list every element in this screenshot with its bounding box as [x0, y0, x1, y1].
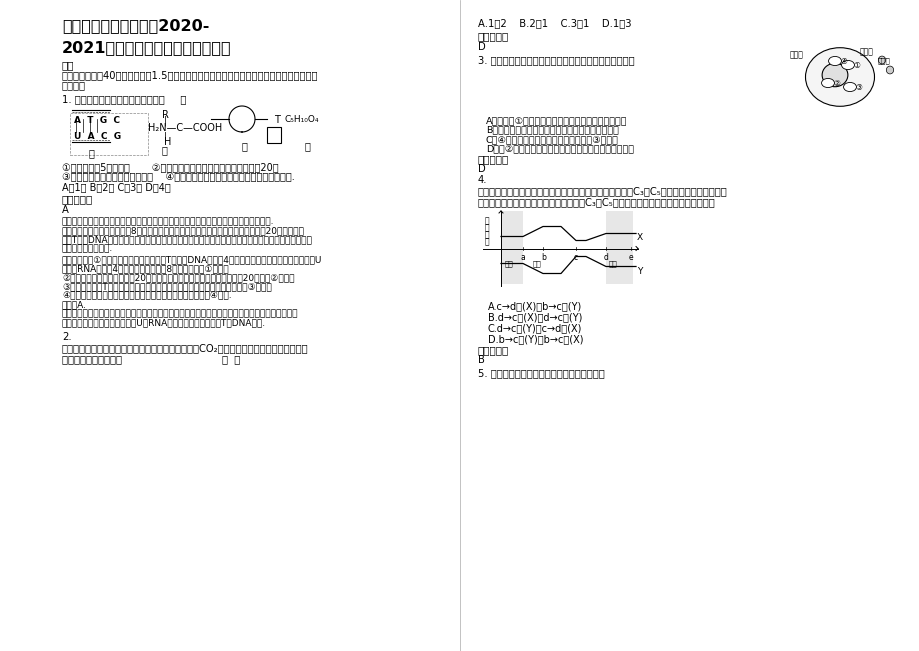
- Text: 3. 右图为吞噬细胞杀灭细菌的示意图，有关叙述正确的是: 3. 右图为吞噬细胞杀灭细菌的示意图，有关叙述正确的是: [478, 55, 634, 65]
- Text: A: A: [62, 205, 69, 215]
- Text: 所消耗的葡萄糖之比为                                （  ）: 所消耗的葡萄糖之比为 （ ）: [62, 354, 240, 364]
- Text: ②: ②: [832, 79, 839, 88]
- Text: 故选：A.: 故选：A.: [62, 300, 87, 309]
- Text: |: |: [164, 131, 167, 141]
- Text: 黑暗: 黑暗: [608, 260, 617, 267]
- Text: 溶酶体: 溶酶体: [859, 47, 873, 56]
- Bar: [267, 127, 280, 143]
- Text: 参考答案：: 参考答案：: [478, 154, 509, 164]
- Text: 量: 量: [484, 237, 489, 246]
- Text: 酵母菌在有氧的条件和无氧条件下如果产生了等量的CO₂，那么它分别在有氧和无氧情况下: 酵母菌在有氧的条件和无氧条件下如果产生了等量的CO₂，那么它分别在有氧和无氧情况…: [62, 343, 308, 353]
- Text: 甲: 甲: [89, 148, 95, 158]
- Text: C．④中物质合成受细胞核控制，需要在③中加工: C．④中物质合成受细胞核控制，需要在③中加工: [485, 135, 618, 144]
- Text: ②图乙表示氨基酸，种类大约20种，但组成人体各种蛋白质不一定都含有20种，故②错误；: ②图乙表示氨基酸，种类大约20种，但组成人体各种蛋白质不一定都含有20种，故②错…: [62, 273, 294, 282]
- Text: 物: 物: [484, 216, 489, 225]
- Text: 一、: 一、: [62, 60, 74, 70]
- Text: 2.: 2.: [62, 332, 72, 342]
- Text: |: |: [164, 116, 167, 126]
- Text: a: a: [520, 253, 525, 262]
- Text: 【解答】解：①图甲中上面一条链含有碱基T，表示DNA，含有4种脱氧核苷酸，下面一条链含有碱基U: 【解答】解：①图甲中上面一条链含有碱基T，表示DNA，含有4种脱氧核苷酸，下面一…: [62, 255, 322, 264]
- Text: 细胞膜: 细胞膜: [789, 50, 803, 59]
- Text: c: c: [573, 253, 577, 262]
- Text: ④丁表示二糖，松鼠体细胞内为乳糖，蔗糖属于植物二糖，故④错误.: ④丁表示二糖，松鼠体细胞内为乳糖，蔗糖属于植物二糖，故④错误.: [62, 291, 232, 300]
- Text: 参考答案：: 参考答案：: [478, 345, 509, 355]
- Text: C₅H₁₀O₄: C₅H₁₀O₄: [285, 115, 319, 124]
- Text: 丙: 丙: [242, 141, 247, 151]
- Text: B.d→c段(X)，d→c段(Y): B.d→c段(X)，d→c段(Y): [487, 312, 582, 322]
- Text: b: b: [540, 253, 545, 262]
- Text: A.1：2    B.2：1    C.3：1    D.1：3: A.1：2 B.2：1 C.3：1 D.1：3: [478, 18, 630, 28]
- Ellipse shape: [878, 56, 885, 64]
- Circle shape: [841, 61, 854, 70]
- Text: 5. 下列各种遗传现象中，不属于性状分离的是: 5. 下列各种遗传现象中，不属于性状分离的是: [478, 368, 604, 378]
- Text: 1. 观察四幅图，叙述正确的说法有（     ）: 1. 观察四幅图，叙述正确的说法有（ ）: [62, 94, 187, 104]
- Text: ④: ④: [839, 57, 846, 66]
- Text: A．图中的①表示细胞免疫中溶酶体内水解酶分解细菌: A．图中的①表示细胞免疫中溶酶体内水解酶分解细菌: [485, 116, 627, 125]
- Text: 【分析】甲图中转录过程，有8种核苷酸；乙是氨基酸，构成人体的蛋白质的氨基酸约20种；丙的碱: 【分析】甲图中转录过程，有8种核苷酸；乙是氨基酸，构成人体的蛋白质的氨基酸约20…: [62, 226, 304, 235]
- Text: ③组成丙化合物的单糖是脱氧核糖    ④松鼠体细胞内检测到的化合物丁很可能是蔗糖.: ③组成丙化合物的单糖是脱氧核糖 ④松鼠体细胞内检测到的化合物丁很可能是蔗糖.: [62, 172, 294, 182]
- Text: 4.: 4.: [478, 175, 487, 185]
- Text: 黑暗: 黑暗: [505, 260, 513, 267]
- Text: ①: ①: [852, 61, 859, 70]
- Ellipse shape: [805, 48, 874, 106]
- Text: 参考答案：: 参考答案：: [62, 194, 93, 204]
- Text: 如图表示在夏季的一个晴天，某阳生植物细胞光合作用过程C₃、C₅的含量变化，若某一天中: 如图表示在夏季的一个晴天，某阳生植物细胞光合作用过程C₃、C₅的含量变化，若某一…: [478, 186, 727, 196]
- Text: 光照: 光照: [532, 260, 541, 267]
- Text: d: d: [604, 253, 608, 262]
- Text: ，表示RNA，含有4种核糖核苷酸，共有8种核苷酸，故①错误；: ，表示RNA，含有4种核糖核苷酸，共有8种核苷酸，故①错误；: [62, 264, 230, 273]
- Text: 湖北省荆州市将台中学2020-: 湖北省荆州市将台中学2020-: [62, 18, 210, 33]
- Text: 丁: 丁: [305, 141, 311, 151]
- Text: T: T: [274, 115, 279, 125]
- Text: 乙: 乙: [162, 145, 167, 155]
- Text: ①图甲中共有5种核苷酸       ②组成人体各种蛋白质的化合物乙都约为20种: ①图甲中共有5种核苷酸 ②组成人体各种蛋白质的化合物乙都约为20种: [62, 162, 278, 172]
- Text: 基是T，为DNA分子特有的碱基，所以五碳糖为脱氧核糖；丁表示的是二糖，在动物体内为乳糖，植物: 基是T，为DNA分子特有的碱基，所以五碳糖为脱氧核糖；丁表示的是二糖，在动物体内…: [62, 235, 312, 244]
- Text: D: D: [478, 164, 485, 174]
- Text: Y: Y: [636, 266, 641, 275]
- Text: U  A  C  G: U A C G: [74, 132, 121, 141]
- Text: A  T  G  C: A T G C: [74, 116, 119, 125]
- Bar: [501, 211, 522, 284]
- Text: 参考答案：: 参考答案：: [478, 31, 509, 41]
- Bar: [522, 211, 606, 284]
- Text: 【点评】本题考查核酸、蛋白质和二糖的相关知识，意在考查学生的识图和判断能力，解题的关键是: 【点评】本题考查核酸、蛋白质和二糖的相关知识，意在考查学生的识图和判断能力，解题…: [62, 309, 298, 318]
- Text: B: B: [478, 355, 484, 365]
- Text: H₂N—C—COOH: H₂N—C—COOH: [148, 123, 222, 133]
- Text: ③丙中含有碱基T，表示脱氧核苷酸，则组成丙化合物的单糖是脱氧核糖，故③正确；: ③丙中含有碱基T，表示脱氧核苷酸，则组成丙化合物的单糖是脱氧核糖，故③正确；: [62, 282, 271, 291]
- Text: H: H: [164, 137, 171, 147]
- Text: e: e: [629, 253, 633, 262]
- Text: D.b→c段(Y)，b→c段(X): D.b→c段(Y)，b→c段(X): [487, 334, 583, 344]
- Circle shape: [821, 78, 834, 87]
- Text: 2021学年高三生物模拟试题含解析: 2021学年高三生物模拟试题含解析: [62, 40, 232, 55]
- Text: A．1种 B．2种 C．3种 D．4种: A．1种 B．2种 C．3种 D．4种: [62, 182, 171, 192]
- Text: B．吞噬过程说明细胞膜的结构特点具有选择透过性: B．吞噬过程说明细胞膜的结构特点具有选择透过性: [485, 126, 618, 135]
- Text: A.c→d段(X)，b→c段(Y): A.c→d段(X)，b→c段(Y): [487, 301, 582, 311]
- Text: 体内为麦芽糖和蔗糖.: 体内为麦芽糖和蔗糖.: [62, 244, 113, 253]
- Text: 【考点】核酸的基本组成单位；氨基酸的分子结构特点和通式；糖类的种类和作用的综合.: 【考点】核酸的基本组成单位；氨基酸的分子结构特点和通式；糖类的种类和作用的综合.: [62, 217, 274, 226]
- Text: 午天气由晴阳高照转为阴天，此时细胞中C₃、C₅含量的变化分别相当于曲线中的哪一段: 午天气由晴阳高照转为阴天，此时细胞中C₃、C₅含量的变化分别相当于曲线中的哪一段: [478, 197, 715, 207]
- Text: 质: 质: [484, 223, 489, 232]
- Text: 细胞膜: 细胞膜: [877, 57, 890, 64]
- Circle shape: [828, 57, 841, 66]
- Text: 含: 含: [484, 230, 489, 239]
- Text: ③: ③: [854, 83, 861, 92]
- Text: C.d→c段(Y)，c→d段(X): C.d→c段(Y)，c→d段(X): [487, 323, 582, 333]
- Text: D: D: [478, 42, 485, 52]
- Bar: [606, 211, 632, 284]
- Text: 求的。）: 求的。）: [62, 80, 85, 90]
- Ellipse shape: [822, 63, 847, 87]
- Text: 选择题（本题共40小题，每小题1.5分。在每小题给出的四个选项中，只有一项是符合题目要: 选择题（本题共40小题，每小题1.5分。在每小题给出的四个选项中，只有一项是符合…: [62, 70, 318, 80]
- Ellipse shape: [885, 66, 892, 74]
- Circle shape: [843, 83, 856, 92]
- Text: D．若②为处理后的抗原，可能引起细胞免疫或体液免疫: D．若②为处理后的抗原，可能引起细胞免疫或体液免疫: [485, 145, 633, 154]
- Text: R: R: [162, 110, 169, 120]
- Text: 熟悉相关知识，注意核糖和碱基U为RNA特有，脱氧核糖和碱基T为DNA特有.: 熟悉相关知识，注意核糖和碱基U为RNA特有，脱氧核糖和碱基T为DNA特有.: [62, 318, 266, 327]
- Text: X: X: [636, 234, 642, 243]
